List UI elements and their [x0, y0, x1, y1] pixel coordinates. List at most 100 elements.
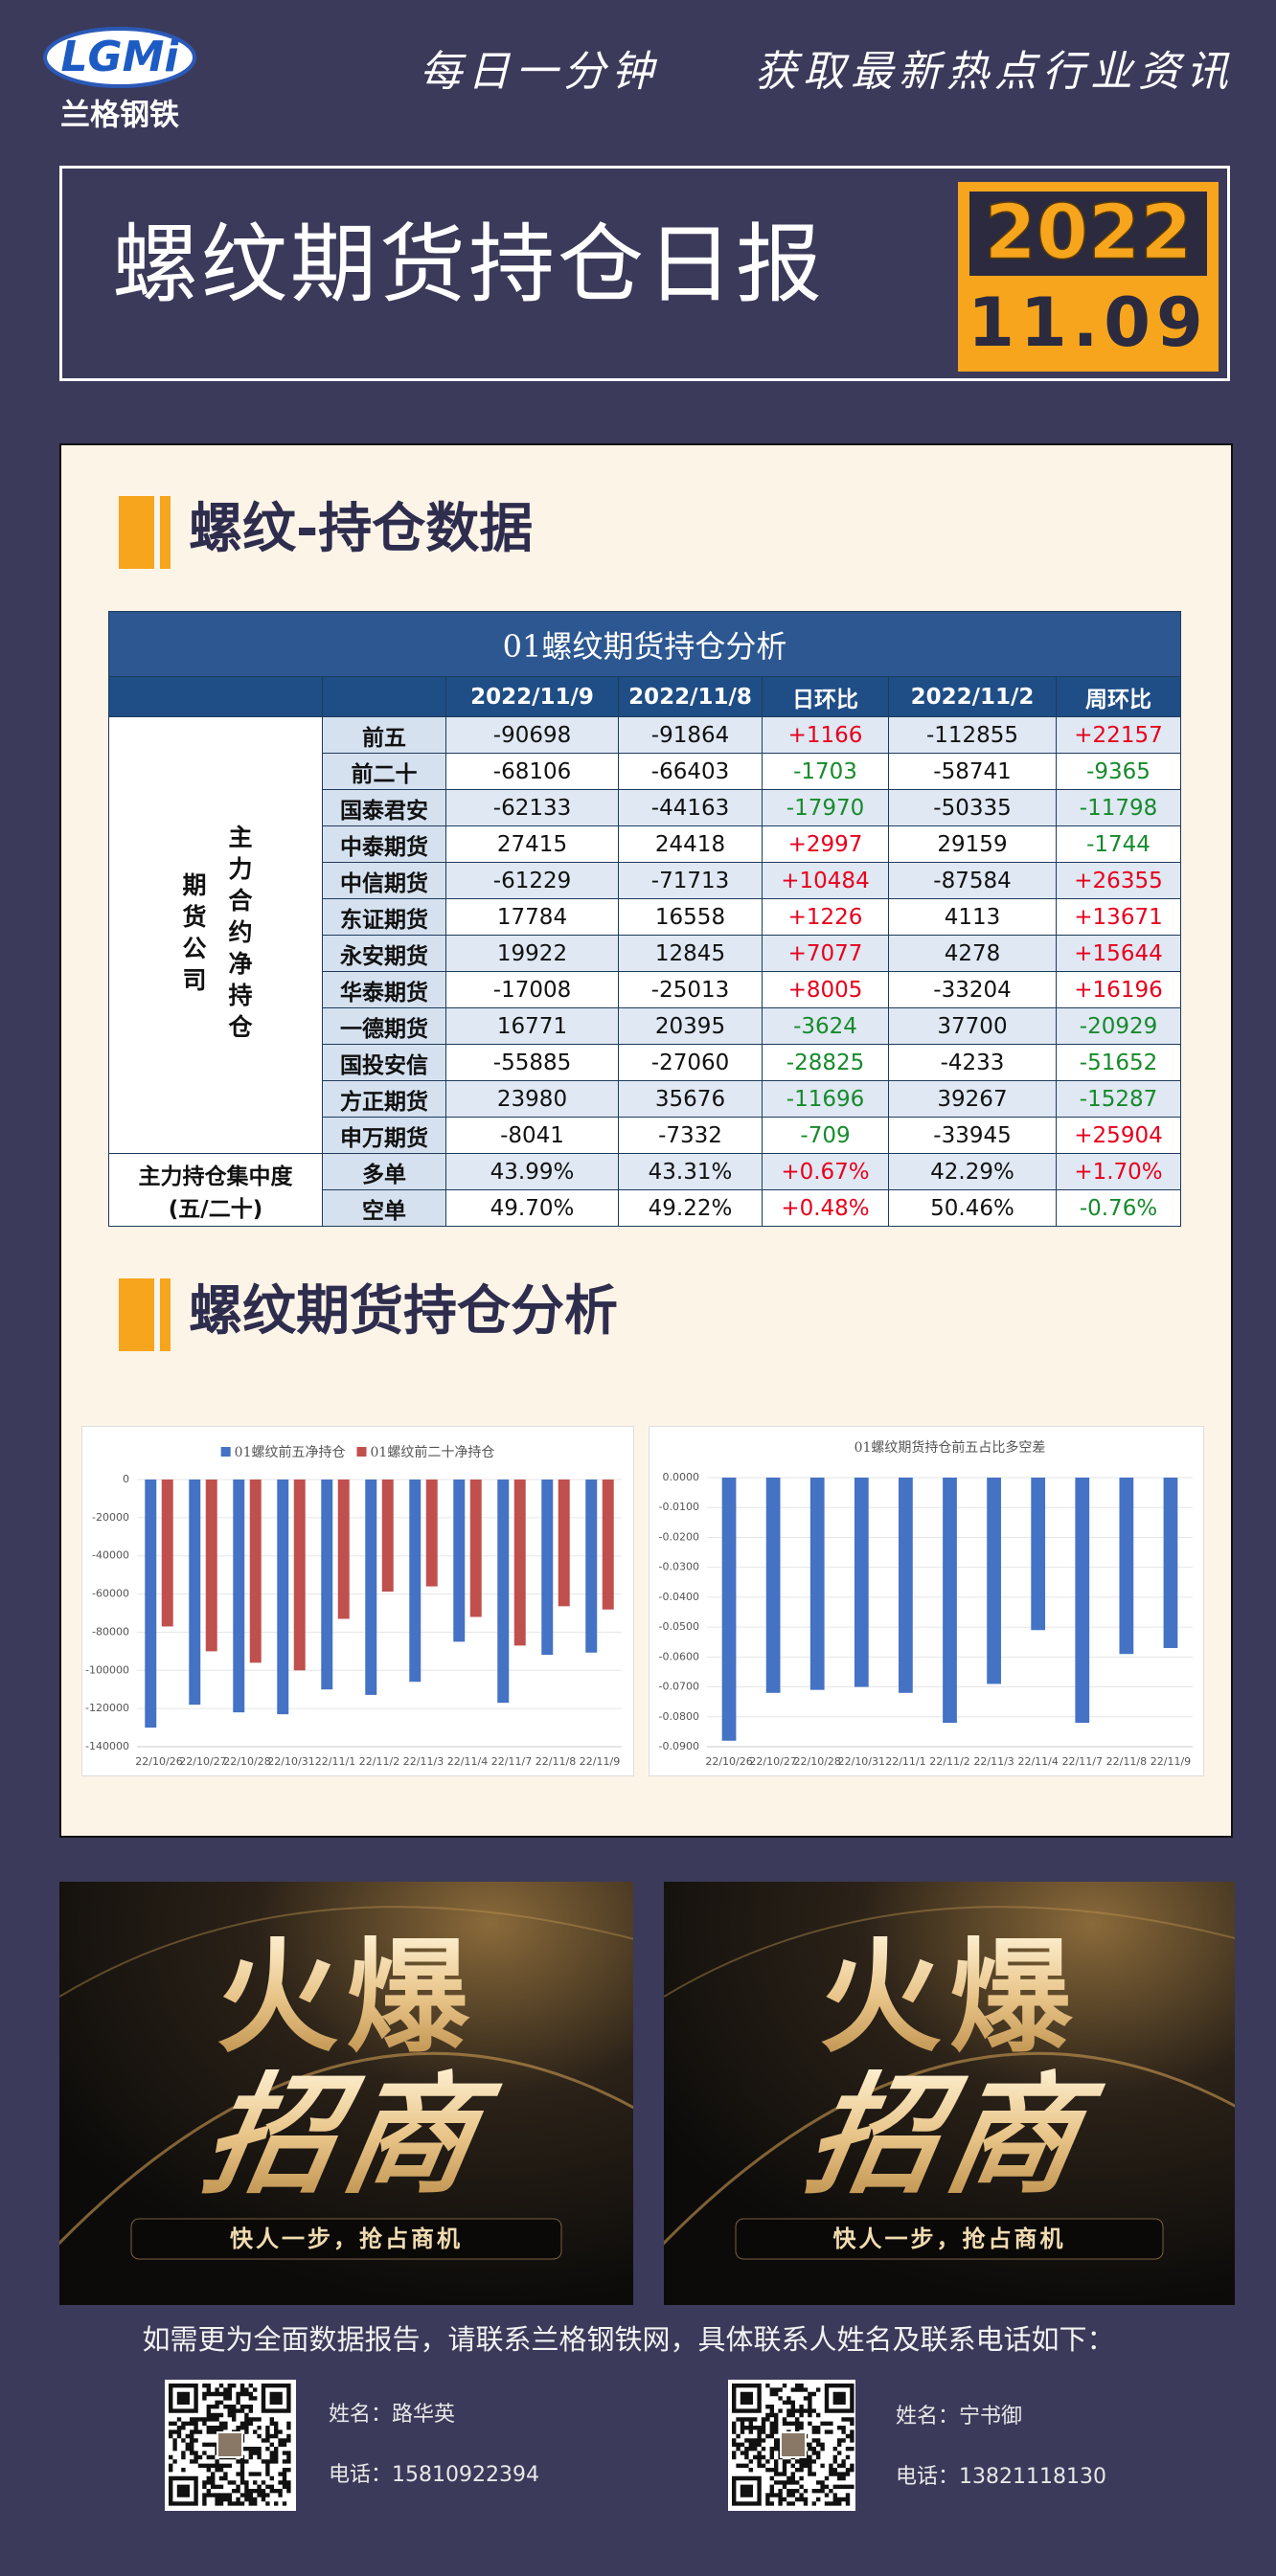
x-tick-label: 22/11/9 [1151, 1755, 1191, 1768]
qr-code[interactable] [165, 2380, 296, 2511]
table-cell: 23980 [445, 1080, 619, 1118]
bar [899, 1478, 913, 1693]
x-tick-label: 22/11/3 [403, 1755, 444, 1768]
bar [409, 1480, 422, 1683]
table-cell: +10484 [762, 862, 889, 899]
ad-tagline: 快人一步，抢占商机 [230, 2226, 463, 2252]
qr-code[interactable] [728, 2380, 855, 2511]
y-tick-label: -0.0400 [659, 1591, 699, 1603]
chart-title: 01螺纹期货持仓前五占比多空差 [854, 1439, 1046, 1456]
contact-phone: 电话：13821118130 [896, 2465, 1106, 2489]
table-cell: -51652 [1055, 1044, 1182, 1081]
footer-note: 如需更为全面数据报告，请联系兰格钢铁网，具体联系人姓名及联系电话如下： [142, 2323, 1115, 2356]
x-tick-label: 22/10/31 [838, 1755, 885, 1768]
table-cell: 43.99% [445, 1153, 619, 1190]
table-cell: -87584 [888, 862, 1057, 899]
y-tick-label: -0.0100 [659, 1501, 699, 1513]
table-cell: -1703 [762, 753, 889, 790]
x-tick-label: 22/11/7 [491, 1755, 532, 1768]
x-tick-label: 22/11/7 [1062, 1755, 1103, 1768]
row-label: 前五 [322, 716, 446, 754]
y-tick-label: -0.0200 [659, 1530, 699, 1543]
table-row: 01螺纹期货持仓分析 [107, 611, 1182, 677]
bar [337, 1480, 350, 1619]
table-cell: 37700 [888, 1007, 1057, 1045]
bar [249, 1480, 262, 1663]
x-tick-label: 22/10/28 [794, 1755, 841, 1768]
bar [854, 1478, 869, 1687]
x-tick-label: 22/10/31 [267, 1755, 314, 1768]
contact-name: 姓名：宁书御 [896, 2405, 1023, 2429]
ad-subhead: 招商 [796, 2061, 1110, 2212]
table-cell: -44163 [618, 789, 763, 826]
table-cell: -66403 [618, 753, 763, 790]
row-label: 方正期货 [322, 1080, 446, 1118]
bar [277, 1480, 289, 1715]
group-label: 期货公司 主力合约净持仓 [109, 825, 322, 1046]
badge-year-bg [969, 192, 1207, 276]
table-cell: -9365 [1055, 753, 1182, 790]
table-cell: -3624 [762, 1007, 889, 1045]
x-tick-label: 22/11/8 [1106, 1755, 1147, 1768]
logo-text: LGMi [60, 33, 179, 81]
bar [233, 1480, 245, 1713]
header-cell: 2022/11/9 [445, 676, 619, 717]
table-cell: +1166 [762, 716, 889, 754]
ad-arc [664, 2051, 1235, 2246]
table-cell: 43.31% [618, 1153, 763, 1190]
row-label: 多单 [322, 1153, 446, 1190]
group-mainlabel: 主力合约净持仓 [225, 825, 253, 1046]
contact-name: 姓名：路华英 [329, 2403, 456, 2427]
y-tick-label: 0 [123, 1473, 129, 1485]
table-cell: -91864 [618, 716, 763, 754]
bar [765, 1478, 781, 1693]
bar [145, 1480, 157, 1729]
table-row: 主力持仓集中度 (五/二十) 多单 43.99% 43.31% +0.67% 42.29% +… [108, 1153, 1182, 1227]
date-badge: 2022 11.09 [958, 182, 1219, 372]
x-tick-label: 22/11/8 [535, 1755, 576, 1768]
qr-modules [169, 2384, 291, 2506]
table-cell: -709 [762, 1117, 889, 1154]
table-cell: 50.46% [888, 1189, 1057, 1227]
group-sublabel: (五/二十) [168, 1196, 263, 1222]
table-cell: 29159 [888, 825, 1057, 863]
table-cell: -33945 [888, 1117, 1057, 1154]
table-cell: -4233 [888, 1044, 1057, 1081]
x-tick-label: 22/10/26 [705, 1755, 752, 1768]
group-sublabel: 期货公司 [179, 871, 207, 999]
ad-arc [664, 1906, 1235, 1998]
table-cell: -17970 [762, 789, 889, 826]
header-cell: 日环比 [762, 676, 889, 717]
section-bar [160, 1278, 171, 1351]
x-tick-label: 22/11/4 [447, 1755, 488, 1768]
table-cell: -15287 [1055, 1080, 1182, 1118]
header-cell [322, 676, 446, 717]
y-tick-label: -120000 [85, 1702, 129, 1714]
table-cell: +15644 [1055, 935, 1182, 972]
y-tick-label: 0.0000 [663, 1471, 700, 1483]
bar [189, 1480, 201, 1706]
table-cell: +22157 [1055, 716, 1182, 754]
table-cell: -7332 [618, 1117, 763, 1154]
ad-tagline: 快人一步，抢占商机 [833, 2226, 1066, 2252]
table-cell: 49.70% [445, 1189, 619, 1227]
table-cell: 24418 [618, 825, 763, 863]
y-tick-label: -0.0300 [659, 1561, 699, 1573]
qr-avatar [216, 2431, 243, 2458]
logo-cn: 兰格钢铁 [60, 99, 179, 133]
table-row: 期货公司 主力合约净持仓 前五 -90698 -91864 +1166 -112855 +22… [108, 716, 1182, 1154]
x-tick-label: 22/11/3 [973, 1755, 1014, 1768]
table-row: 前二十 -68106 -66403 -1703 -58741 -9365 [108, 753, 1182, 790]
report-title: 螺纹期货持仓日报 [112, 215, 825, 315]
section-bar [119, 496, 154, 569]
row-label: 永安期货 [322, 935, 446, 972]
table-cell: 27415 [445, 825, 619, 863]
table-cell: -55885 [445, 1044, 619, 1081]
chart: 0 -20000 -40000 -60000 -80000 -100000 -120000 -… [81, 1426, 634, 1776]
table-cell: 4278 [888, 935, 1057, 972]
slogan-part: 每日一分钟 [420, 48, 659, 97]
y-tick-label: -0.0700 [659, 1681, 699, 1693]
y-tick-label: -20000 [92, 1511, 129, 1524]
